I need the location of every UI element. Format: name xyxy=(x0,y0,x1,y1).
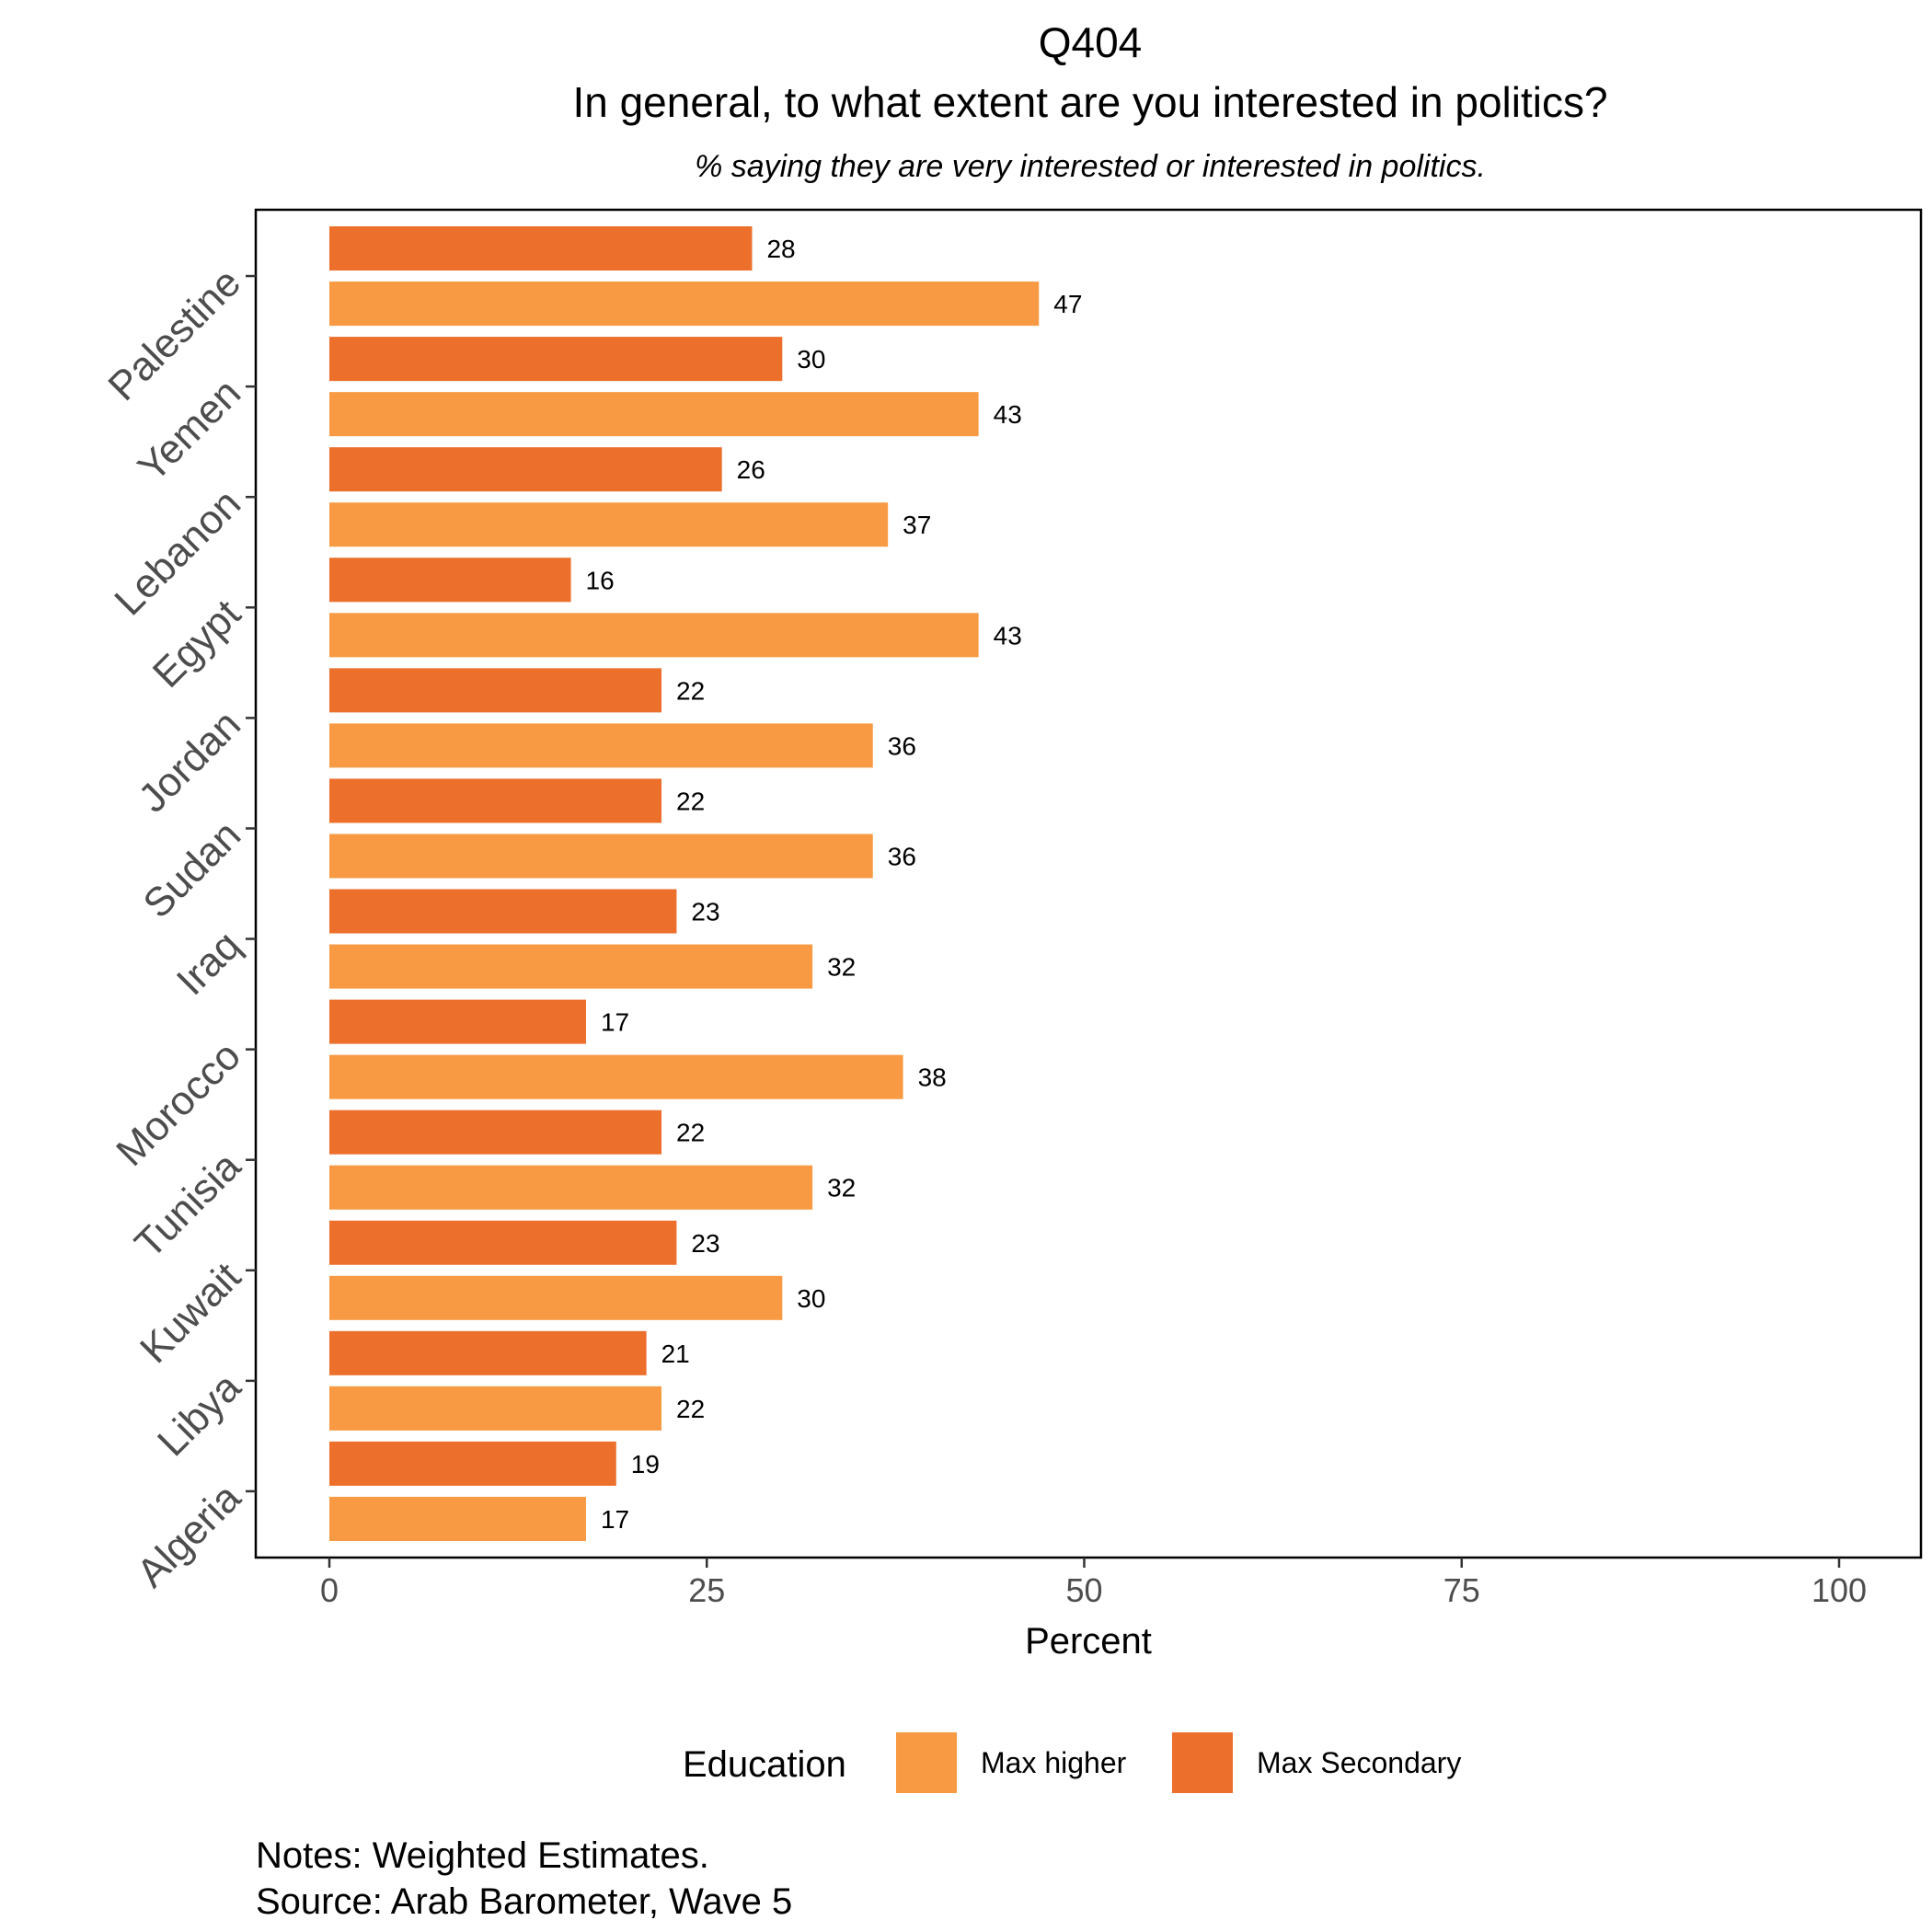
bar-label-palestine-max-secondary: 28 xyxy=(766,235,795,263)
bar-label-sudan-max-higher: 36 xyxy=(888,842,916,870)
chart-title: Q404 xyxy=(1039,18,1143,66)
bar-label-libya-max-secondary: 21 xyxy=(661,1340,690,1368)
x-tick-label: 0 xyxy=(320,1571,339,1609)
bar-libya-max-higher xyxy=(329,1386,662,1431)
bar-label-lebanon-max-higher: 37 xyxy=(903,511,931,539)
bar-label-tunisia-max-higher: 32 xyxy=(827,1174,856,1202)
bar-libya-max-secondary xyxy=(329,1330,647,1375)
bar-label-morocco-max-higher: 38 xyxy=(918,1064,947,1092)
y-tick-label: Sudan xyxy=(134,812,249,927)
y-tick-label: Jordan xyxy=(130,702,249,822)
y-axis: PalestineYemenLebanonEgyptJordanSudanIra… xyxy=(99,259,256,1596)
bar-label-libya-max-higher: 22 xyxy=(676,1395,705,1423)
bar-egypt-max-higher xyxy=(329,613,979,658)
x-tick-label: 50 xyxy=(1065,1571,1102,1609)
bar-egypt-max-secondary xyxy=(329,558,571,603)
legend-key-max-secondary xyxy=(1172,1732,1233,1793)
y-tick-label: Algeria xyxy=(129,1475,250,1596)
y-tick-label: Morocco xyxy=(108,1033,249,1175)
bar-sudan-max-secondary xyxy=(329,778,662,823)
legend-label-max-higher: Max higher xyxy=(981,1746,1127,1779)
bar-label-yemen-max-higher: 43 xyxy=(994,400,1022,429)
bar-morocco-max-secondary xyxy=(329,999,586,1044)
notes-line: Notes: Weighted Estimates. xyxy=(256,1835,709,1876)
y-tick-label: Kuwait xyxy=(132,1254,249,1372)
plot-panel-border xyxy=(254,208,1923,1559)
x-axis: 0 25 50 75 100 xyxy=(320,1558,1867,1609)
y-tick-label: Egypt xyxy=(144,592,249,696)
y-tick-label: Iraq xyxy=(168,923,249,1004)
bar-label-sudan-max-secondary: 22 xyxy=(676,787,705,815)
legend-title: Education xyxy=(683,1744,846,1785)
bars xyxy=(329,226,1040,1541)
bar-algeria-max-higher xyxy=(329,1496,586,1541)
source-line: Source: Arab Barometer, Wave 5 xyxy=(256,1881,792,1922)
bar-label-jordan-max-secondary: 22 xyxy=(676,676,705,705)
bar-kuwait-max-secondary xyxy=(329,1220,677,1265)
bar-label-morocco-max-secondary: 17 xyxy=(601,1008,629,1037)
bar-algeria-max-secondary xyxy=(329,1441,616,1486)
x-tick-label: 75 xyxy=(1443,1571,1480,1609)
bar-label-yemen-max-secondary: 30 xyxy=(797,345,825,374)
bar-palestine-max-secondary xyxy=(329,226,753,271)
bar-palestine-max-higher xyxy=(329,282,1040,327)
bar-iraq-max-higher xyxy=(329,944,813,989)
bar-label-jordan-max-higher: 36 xyxy=(888,731,916,760)
bar-label-algeria-max-higher: 17 xyxy=(601,1505,629,1534)
chart-caption: % saying they are very interested or int… xyxy=(695,149,1486,184)
y-tick-label: Libya xyxy=(149,1364,249,1465)
legend-key-max-higher xyxy=(896,1732,957,1793)
bar-jordan-max-higher xyxy=(329,723,873,768)
bar-lebanon-max-secondary xyxy=(329,447,722,492)
bar-label-egypt-max-higher: 43 xyxy=(994,621,1022,650)
bar-label-palestine-max-higher: 47 xyxy=(1053,290,1082,318)
bar-tunisia-max-secondary xyxy=(329,1110,662,1155)
bar-jordan-max-secondary xyxy=(329,668,662,713)
bar-yemen-max-higher xyxy=(329,392,979,437)
bar-label-egypt-max-secondary: 16 xyxy=(586,566,615,594)
x-axis-title: Percent xyxy=(1025,1621,1152,1662)
bar-label-iraq-max-secondary: 23 xyxy=(691,898,719,926)
legend: Education Max higher Max Secondary xyxy=(683,1732,1461,1793)
chart-subtitle: In general, to what extent are you inter… xyxy=(572,78,1607,126)
bar-sudan-max-higher xyxy=(329,834,873,879)
bar-label-iraq-max-higher: 32 xyxy=(827,953,856,982)
bar-tunisia-max-higher xyxy=(329,1165,813,1210)
bar-label-kuwait-max-higher: 30 xyxy=(797,1284,825,1313)
bar-label-algeria-max-secondary: 19 xyxy=(631,1450,660,1478)
x-tick-label: 25 xyxy=(688,1571,725,1609)
bar-kuwait-max-higher xyxy=(329,1275,783,1320)
bar-yemen-max-secondary xyxy=(329,337,783,382)
bar-label-lebanon-max-secondary: 26 xyxy=(737,455,765,484)
x-tick-label: 100 xyxy=(1811,1571,1867,1609)
bar-label-tunisia-max-secondary: 22 xyxy=(676,1119,705,1147)
bar-label-kuwait-max-secondary: 23 xyxy=(691,1229,719,1258)
legend-label-max-secondary: Max Secondary xyxy=(1257,1746,1461,1779)
bar-lebanon-max-higher xyxy=(329,502,889,547)
bar-iraq-max-secondary xyxy=(329,889,677,934)
bar-morocco-max-higher xyxy=(329,1054,903,1099)
bar-labels: 28 47 30 43 26 37 16 43 22 36 22 36 23 32 17 38 22 32 23 30… xyxy=(586,235,1083,1534)
